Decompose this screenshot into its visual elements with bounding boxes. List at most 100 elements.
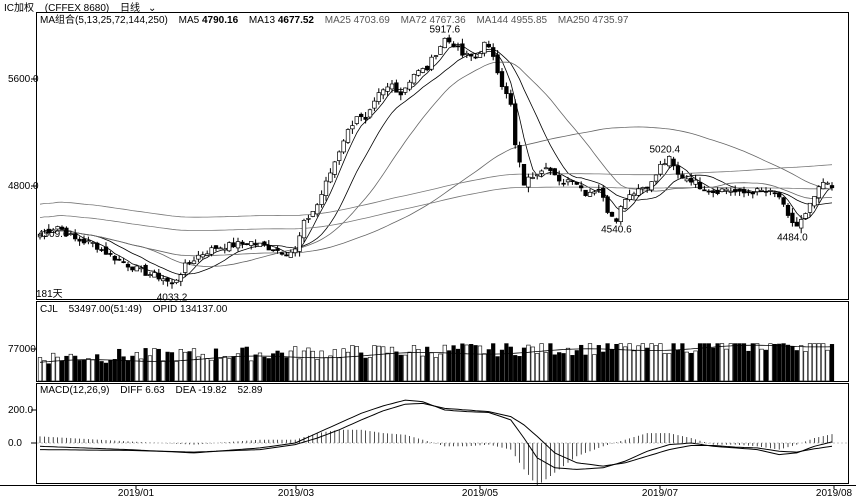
- candle-body: [99, 249, 104, 251]
- candle-body: [816, 186, 821, 199]
- volume-bar: [794, 350, 799, 382]
- volume-bar: [121, 356, 126, 382]
- candle-body: [341, 140, 346, 153]
- volume-bar: [693, 350, 698, 382]
- date-tick-label: 2019/08: [816, 488, 853, 499]
- volume-bar: [143, 348, 148, 382]
- candle-body: [81, 238, 87, 244]
- candle-body: [794, 221, 799, 227]
- volume-bar: [315, 359, 320, 382]
- candle-body: [350, 125, 355, 130]
- price-panel-frame: [36, 12, 849, 300]
- candle-body: [667, 156, 672, 167]
- candle-body: [288, 251, 293, 258]
- volume-bar: [680, 343, 685, 382]
- volume-bar: [684, 351, 689, 382]
- macd-tick-label: 0.0: [8, 438, 22, 449]
- volume-bar: [825, 349, 830, 382]
- macd-label[interactable]: MACD(12,26,9): [40, 385, 110, 396]
- candle-body: [477, 53, 483, 58]
- volume-bar: [702, 343, 707, 382]
- candle-body: [328, 172, 333, 183]
- candle-body: [521, 163, 527, 186]
- candle-body: [570, 180, 575, 182]
- macd-dea-line: [40, 402, 833, 467]
- candle-body: [442, 37, 447, 49]
- candle-body: [416, 70, 421, 76]
- candle-body: [772, 192, 777, 195]
- volume-label[interactable]: CJL: [40, 304, 58, 315]
- candle-body: [46, 228, 51, 234]
- candle-body: [711, 190, 716, 194]
- candle-body: [90, 242, 95, 244]
- candle-body: [121, 261, 126, 264]
- volume-bar: [68, 353, 73, 382]
- candle-body: [799, 219, 804, 229]
- volume-bar: [86, 358, 91, 382]
- volume-bar: [108, 359, 113, 382]
- volume-bar: [218, 357, 223, 382]
- candle-body: [785, 205, 791, 216]
- volume-bar: [504, 343, 509, 382]
- candle-body: [640, 187, 645, 190]
- candle-body: [279, 252, 285, 255]
- volume-bar: [596, 345, 601, 382]
- candle-body: [724, 188, 729, 192]
- period-chevron-icon[interactable]: ⌄: [148, 3, 157, 14]
- volume-bar: [618, 343, 623, 382]
- volume-bar: [271, 353, 276, 382]
- candle-body: [51, 229, 56, 233]
- candle-body: [293, 248, 298, 254]
- candle-body: [213, 245, 219, 249]
- candle-body: [345, 129, 351, 143]
- candle-body: [376, 92, 381, 102]
- ma-group-label[interactable]: MA组合(5,13,25,72,144,250): [40, 15, 168, 26]
- ma5-label: MA5 4790.16: [178, 15, 239, 26]
- candle-body: [37, 233, 43, 238]
- volume-bar: [262, 356, 267, 382]
- volume-bar: [385, 352, 390, 382]
- volume-bar: [777, 343, 782, 382]
- candle-body: [297, 235, 302, 252]
- volume-bar: [653, 345, 659, 382]
- macd-tick-label: 200.0: [8, 405, 33, 416]
- candle-body: [750, 192, 755, 195]
- candle-body: [455, 45, 461, 48]
- volume-bar: [398, 354, 403, 382]
- ma25-line: [39, 61, 833, 267]
- candle-body: [605, 196, 610, 213]
- candle-body: [592, 191, 597, 194]
- volume-bar: [249, 360, 254, 382]
- volume-bar: [495, 356, 500, 382]
- opi-value: OPID 134137.00: [152, 304, 228, 315]
- candle-body: [763, 190, 769, 193]
- ma-header: MA组合(5,13,25,72,144,250) MA5 4790.16 MA1…: [40, 15, 636, 27]
- volume-bar: [328, 355, 333, 382]
- volume-bar: [592, 354, 597, 382]
- candle-body: [337, 151, 342, 161]
- volume-bar: [227, 358, 232, 382]
- candle-body: [579, 185, 584, 189]
- candle-body: [565, 179, 571, 183]
- candle-body: [112, 255, 117, 261]
- volume-bar: [667, 353, 672, 382]
- volume-bar: [491, 343, 496, 382]
- instrument-name: IC加权: [4, 3, 34, 14]
- volume-bar: [103, 362, 109, 382]
- price-tick-label: 5600.0: [8, 74, 39, 85]
- candle-body: [543, 167, 549, 170]
- instrument-code: (CFFEX 8680): [44, 3, 110, 14]
- volume-bar: [416, 349, 421, 382]
- volume-bar: [605, 343, 610, 382]
- volume-bar: [389, 346, 395, 382]
- candle-body: [706, 190, 711, 193]
- candle-body: [244, 243, 249, 246]
- volume-bar: [284, 357, 289, 382]
- candle-body: [77, 238, 82, 242]
- volume-bar: [319, 350, 324, 382]
- period-selector[interactable]: 日线: [120, 3, 141, 14]
- candle-body: [108, 253, 113, 255]
- volume-bar: [130, 355, 135, 382]
- volume-bar: [293, 346, 298, 382]
